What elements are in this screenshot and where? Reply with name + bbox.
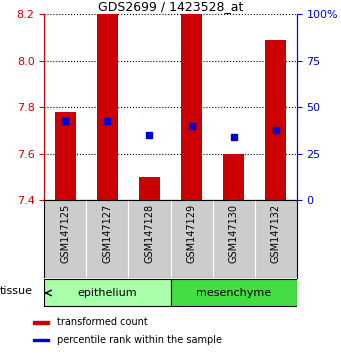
Bar bbox=[44, 279, 170, 307]
Text: transformed count: transformed count bbox=[57, 318, 148, 327]
Title: GDS2699 / 1423528_at: GDS2699 / 1423528_at bbox=[98, 0, 243, 13]
Bar bbox=[33, 321, 49, 324]
Text: GSM147130: GSM147130 bbox=[228, 204, 239, 263]
Text: GSM147132: GSM147132 bbox=[271, 204, 281, 263]
Text: GSM147129: GSM147129 bbox=[187, 204, 196, 263]
Bar bbox=[139, 177, 160, 200]
Text: mesenchyme: mesenchyme bbox=[196, 288, 271, 298]
Bar bbox=[170, 279, 297, 307]
Bar bbox=[33, 339, 49, 341]
Bar bbox=[223, 154, 244, 200]
Text: percentile rank within the sample: percentile rank within the sample bbox=[57, 335, 222, 345]
Text: epithelium: epithelium bbox=[78, 288, 137, 298]
Bar bbox=[181, 14, 202, 200]
Text: GSM147125: GSM147125 bbox=[60, 204, 70, 263]
Text: tissue: tissue bbox=[0, 286, 33, 296]
Bar bbox=[55, 112, 76, 200]
Text: GSM147127: GSM147127 bbox=[102, 204, 113, 263]
Bar bbox=[265, 40, 286, 200]
Bar bbox=[97, 14, 118, 200]
Text: GSM147128: GSM147128 bbox=[145, 204, 154, 263]
